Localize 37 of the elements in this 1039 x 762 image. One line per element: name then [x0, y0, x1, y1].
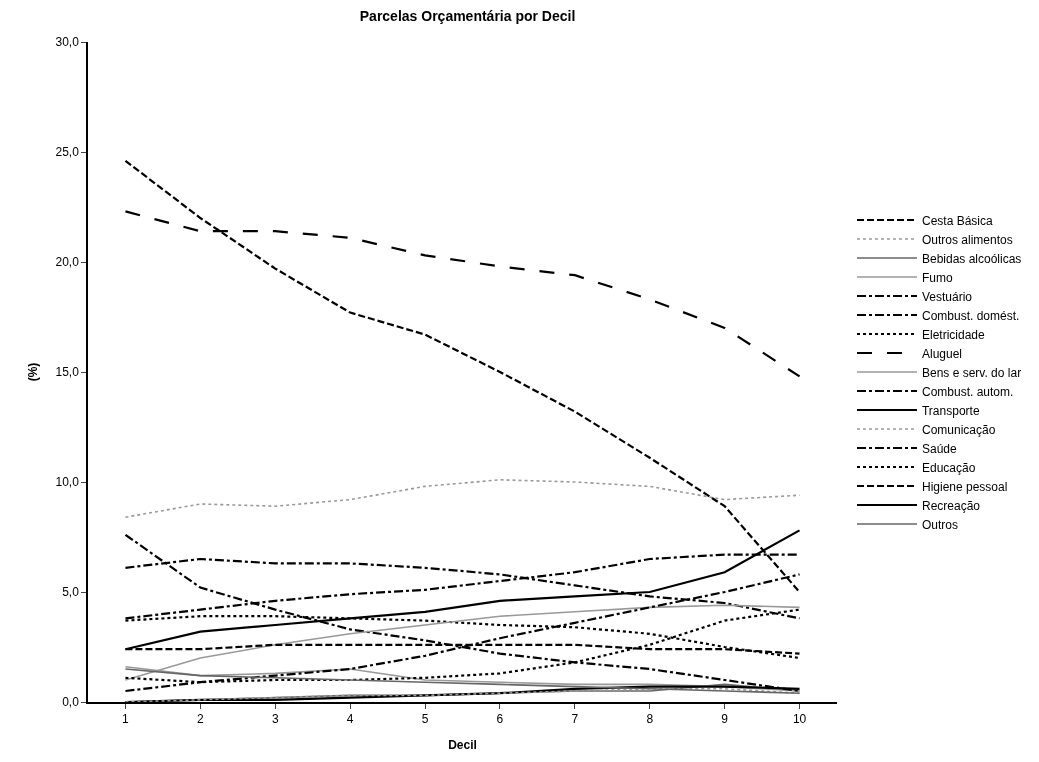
y-tick-label: 15,0: [55, 365, 80, 380]
y-tick-label: 5,0: [62, 585, 80, 600]
x-tick-label: 4: [346, 712, 354, 727]
x-tick-label: 9: [721, 712, 729, 727]
x-tick-label: 3: [271, 712, 279, 727]
chart-title: Parcelas Orçamentária por Decil: [359, 8, 576, 25]
legend-label: Aluguel: [921, 346, 963, 361]
x-axis-title: Decil: [448, 737, 477, 752]
legend-label: Transporte: [921, 403, 980, 418]
x-tick-label: 2: [197, 712, 205, 727]
legend-label: Outros: [921, 517, 958, 532]
legend-label: Bebidas alcoólicas: [921, 251, 1022, 266]
legend-label: Outros alimentos: [921, 232, 1013, 247]
legend-label: Recreação: [921, 498, 981, 513]
legend-label: Saúde: [921, 441, 958, 456]
legend-label: Combust. domést.: [921, 308, 1020, 323]
y-tick-label: 10,0: [55, 475, 80, 490]
y-tick-label: 30,0: [55, 35, 80, 50]
legend-label: Eletricidade: [921, 327, 986, 342]
x-tick-label: 1: [122, 712, 130, 727]
x-tick-label: 7: [571, 712, 579, 727]
x-tick-label: 5: [421, 712, 429, 727]
legend-label: Comunicação: [921, 422, 996, 437]
legend-label: Educação: [921, 460, 976, 475]
legend-label: Fumo: [921, 270, 953, 285]
legend-label: Higiene pessoal: [921, 479, 1008, 494]
legend-label: Bens e serv. do lar: [921, 365, 1022, 380]
x-tick-label: 8: [646, 712, 654, 727]
y-tick-label: 25,0: [55, 145, 80, 160]
legend-label: Cesta Básica: [921, 213, 994, 228]
y-axis-title: (%): [26, 362, 41, 382]
x-tick-label: 10: [792, 712, 807, 727]
legend-label: Combust. autom.: [921, 384, 1014, 399]
y-tick-label: 20,0: [55, 255, 80, 270]
legend-label: Vestuário: [921, 289, 973, 304]
y-tick-label: 0,0: [62, 695, 80, 710]
x-tick-label: 6: [496, 712, 504, 727]
